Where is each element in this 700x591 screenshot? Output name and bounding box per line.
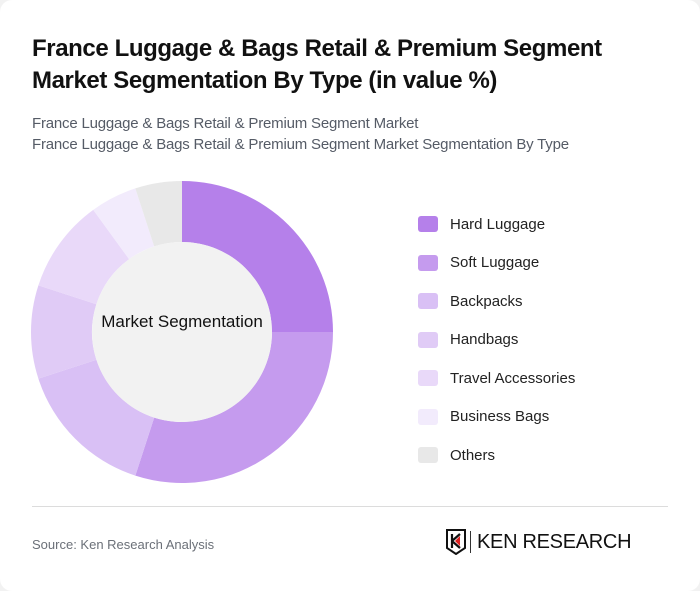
- legend-swatch-icon: [418, 447, 438, 464]
- slice-handbags[interactable]: [31, 285, 97, 379]
- chart-title: France Luggage & Bags Retail & Premium S…: [32, 35, 602, 94]
- legend-swatch-icon: [418, 293, 438, 310]
- legend-item-hard-luggage[interactable]: Hard Luggage: [418, 205, 575, 244]
- subtitle-line-1: France Luggage & Bags Retail & Premium S…: [32, 115, 419, 132]
- legend-item-others[interactable]: Others: [418, 436, 575, 475]
- legend-swatch-icon: [418, 331, 438, 348]
- legend-label: Travel Accessories: [450, 369, 576, 387]
- slice-soft-luggage[interactable]: [135, 332, 333, 483]
- slice-backpacks[interactable]: [38, 359, 155, 476]
- legend-item-handbags[interactable]: Handbags: [418, 321, 575, 360]
- logo-text: KEN RESEARCH: [477, 530, 632, 553]
- ken-research-logo: KEN RESEARCH: [446, 529, 632, 555]
- subtitle-line-2: France Luggage & Bags Retail & Premium S…: [32, 136, 569, 153]
- ken-research-logo-icon: [446, 529, 466, 555]
- legend-label: Business Bags: [450, 408, 550, 426]
- legend-swatch-icon: [418, 408, 438, 425]
- footer-divider: [32, 506, 668, 507]
- donut-chart: [31, 181, 333, 483]
- legend-item-business-bags[interactable]: Business Bags: [418, 398, 575, 437]
- donut-hole: [92, 242, 272, 422]
- chart-legend: Hard Luggage Soft Luggage Backpacks Handbag…: [418, 205, 575, 475]
- chart-subtitle: France Luggage & Bags Retail & Premium S…: [32, 113, 569, 155]
- legend-item-travel-accessories[interactable]: Travel Accessories: [418, 359, 575, 398]
- legend-label: Others: [450, 446, 496, 464]
- donut-center-label: Market Segmentation: [101, 312, 263, 331]
- legend-item-soft-luggage[interactable]: Soft Luggage: [418, 244, 575, 283]
- slice-hard-luggage[interactable]: [182, 181, 333, 332]
- source-note: Source: Ken Research Analysis: [32, 537, 215, 552]
- legend-swatch-icon: [418, 370, 438, 387]
- slice-travel-accessories[interactable]: [38, 209, 130, 305]
- legend-swatch-icon: [418, 216, 438, 233]
- legend-label: Handbags: [450, 331, 519, 349]
- legend-item-backpacks[interactable]: Backpacks: [418, 282, 575, 321]
- legend-swatch-icon: [418, 254, 438, 271]
- legend-label: Backpacks: [450, 292, 523, 310]
- slice-others[interactable]: [135, 181, 182, 247]
- slice-business-bags[interactable]: [93, 188, 155, 260]
- logo-separator: [470, 531, 471, 553]
- legend-label: Soft Luggage: [450, 254, 540, 272]
- legend-label: Hard Luggage: [450, 215, 546, 233]
